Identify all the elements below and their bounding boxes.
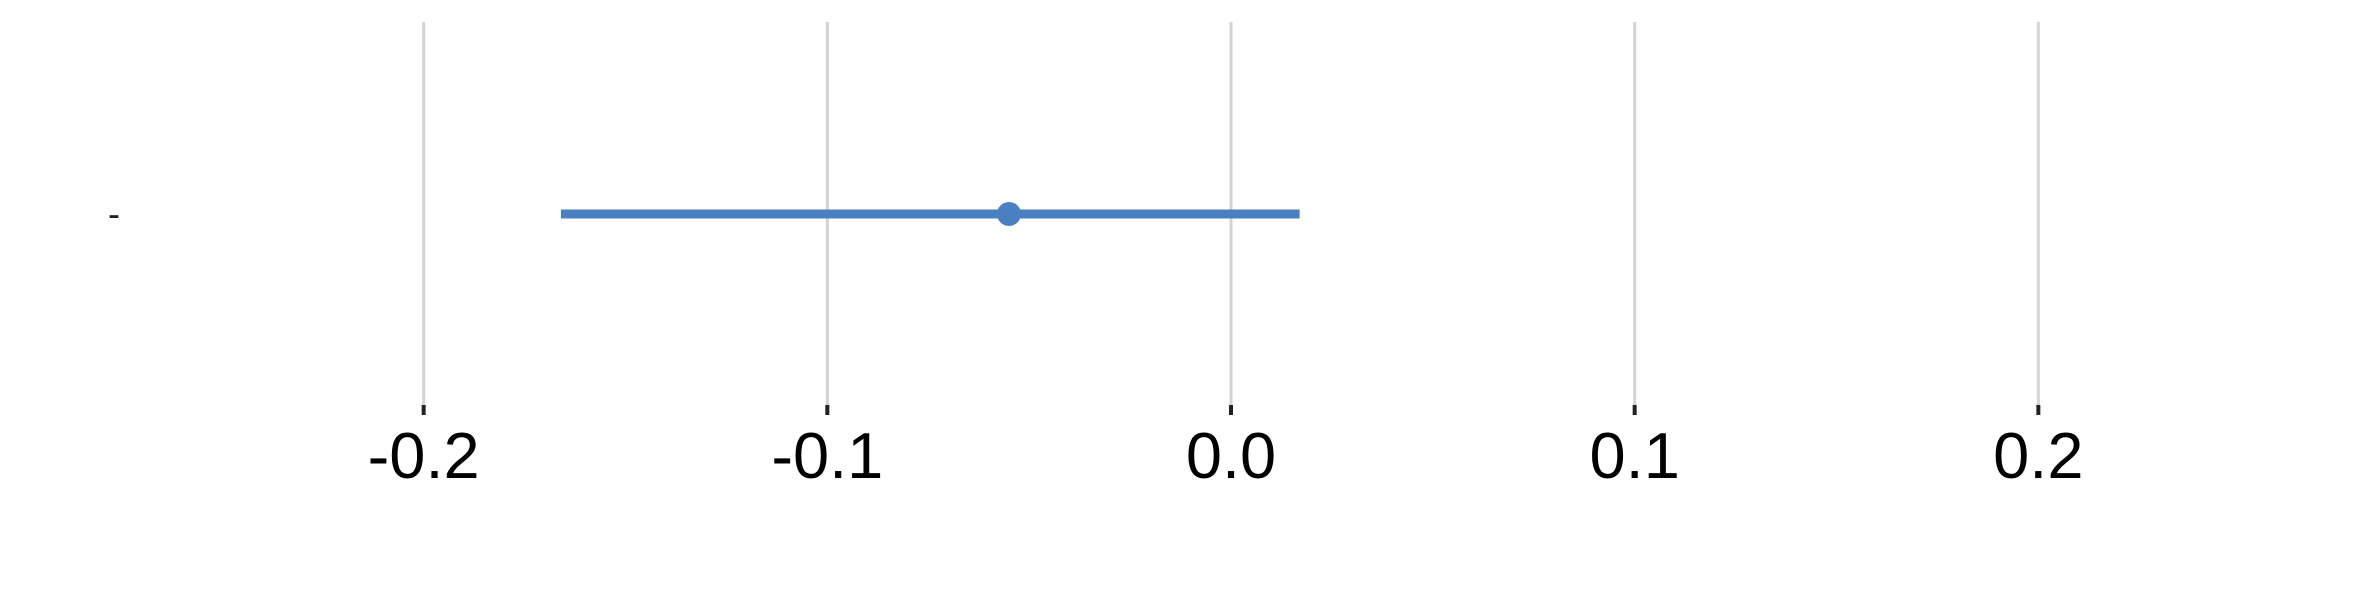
x-tick-label: 0.1 [1589, 419, 1679, 492]
x-axis-ticks [421, 405, 2041, 415]
point-estimate [996, 202, 1021, 226]
row-label: - [108, 193, 120, 234]
x-axis-tick-labels: -0.2 -0.1 0.0 0.1 0.2 [368, 419, 2084, 492]
x-tick-label: -0.1 [771, 419, 883, 492]
x-tick-label: 0.2 [1993, 419, 2083, 492]
x-tick-label: -0.2 [368, 419, 480, 492]
x-tick-label: 0.0 [1186, 419, 1276, 492]
estimate-rows: - [108, 193, 1300, 234]
